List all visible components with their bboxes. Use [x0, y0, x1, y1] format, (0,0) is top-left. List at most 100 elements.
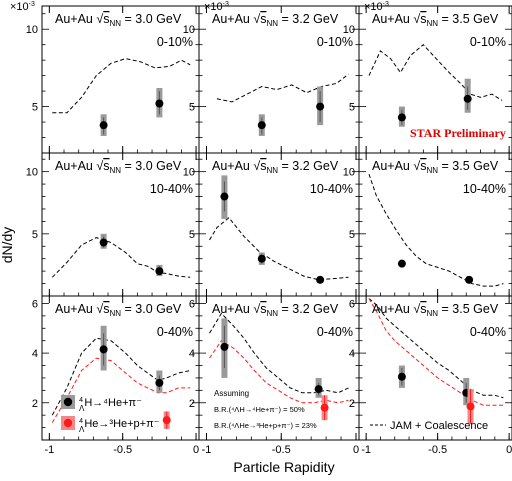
energy-value: = 3.2 GeV	[278, 159, 339, 173]
collision-system: Au+Au	[212, 302, 253, 316]
jam-curve-h4l	[216, 73, 349, 103]
he4l-data-point	[466, 402, 475, 411]
panel-frame	[358, 295, 512, 441]
jam-curve-he4l	[368, 298, 504, 406]
h4l-data-point	[316, 275, 325, 284]
y-tick-label: 10	[343, 167, 355, 179]
energy-value: = 3.5 GeV	[438, 12, 499, 26]
y-tick-label: 2	[32, 398, 38, 410]
energy-symbol: s	[420, 302, 426, 316]
y-tick-label: 4	[32, 348, 38, 360]
energy-subscript: NN	[426, 19, 438, 28]
y-tick-label: 10	[26, 24, 38, 36]
energy-value: = 3.0 GeV	[121, 159, 182, 173]
energy-symbol: s	[420, 159, 426, 173]
y-tick-labels: 5 5 5 10 10 10 5 5 5 10 10 10 2 2 2 4 4 4 6 6 6	[26, 24, 355, 410]
y-tick-label: 5	[189, 102, 195, 114]
panel-system-label: Au+Au √sNN = 3.0 GeV	[55, 12, 182, 28]
panel-system-label: Au+Au √sNN = 3.2 GeV	[212, 159, 339, 175]
h4l-data-point	[155, 267, 164, 276]
sqrt-symbol: √	[253, 12, 260, 26]
h4l-data-point	[99, 345, 108, 354]
y-tick-label: 10	[26, 167, 38, 179]
energy-subscript: NN	[109, 19, 121, 28]
panel-frame	[198, 152, 360, 297]
y-exponent-label-col3: ×10-3	[364, 1, 389, 13]
y-tick-label: 5	[32, 102, 38, 114]
energy-subscript: NN	[109, 309, 121, 318]
jam-curve-h4l	[209, 312, 349, 394]
he4l-data-point	[162, 416, 171, 425]
sqrt-symbol: √	[253, 302, 260, 316]
assuming-note: Assuming	[214, 389, 249, 398]
centrality-label: 0-40%	[317, 325, 353, 339]
h4l-data-point	[220, 342, 229, 351]
y-exponent-label-col2: ×10-3	[204, 1, 229, 13]
h4l-data-point	[314, 385, 323, 394]
sqrt-symbol: √	[413, 159, 420, 173]
panel-2-2: Au+Au √sNN = 3.5 GeV 0-40%	[368, 298, 506, 424]
h4l-data-point	[99, 238, 108, 247]
energy-value: = 3.0 GeV	[121, 302, 182, 316]
energy-subscript: NN	[109, 166, 121, 175]
energy-subscript: NN	[426, 309, 438, 318]
jam-curve-h4l	[368, 298, 504, 399]
x-tick-label: -1	[361, 444, 371, 456]
energy-subscript: NN	[266, 166, 278, 175]
collision-system: Au+Au	[212, 159, 253, 173]
y-tick-label: 10	[183, 167, 195, 179]
y-tick-label: 5	[349, 229, 355, 241]
panel-0-1: Au+Au √sNN = 3.2 GeV 0-10%	[212, 12, 353, 136]
x-tick-label: -0.5	[428, 444, 447, 456]
legend-jam: JAM + Coalescence	[370, 420, 488, 432]
x-tick-label: 0	[353, 444, 359, 456]
centrality-label: 10-40%	[150, 182, 193, 196]
legend-h4l: 4 ΛH→⁴He+π⁻	[61, 395, 142, 413]
centrality-label: 0-10%	[317, 35, 353, 49]
panel-1-1: Au+Au √sNN = 3.2 GeV 10-40%	[209, 159, 353, 284]
jam-curve-h4l	[52, 58, 191, 114]
legend-he4l-label: 4 ΛHe→³He+p+π⁻	[79, 418, 160, 434]
x-tick-label: -0.5	[113, 444, 132, 456]
h4l-data-point	[316, 102, 325, 111]
y-tick-label: 6	[32, 298, 38, 310]
h4l-data-point	[257, 254, 266, 263]
legend-he4l-marker	[63, 418, 73, 428]
y-tick-label: 6	[349, 298, 355, 310]
h4l-data-point	[155, 99, 164, 108]
h4l-data-point	[397, 259, 406, 268]
energy-subscript: NN	[426, 166, 438, 175]
energy-value: = 3.2 GeV	[278, 12, 339, 26]
panel-frame	[198, 5, 360, 154]
h4l-data-point	[257, 121, 266, 130]
y-tick-label: 4	[189, 348, 195, 360]
sqrt-symbol: √	[96, 12, 103, 26]
energy-symbol: s	[260, 12, 266, 26]
energy-subscript: NN	[266, 19, 278, 28]
h4l-data-point	[463, 94, 472, 103]
energy-value: = 3.5 GeV	[438, 159, 499, 173]
centrality-label: 0-40%	[157, 325, 193, 339]
collision-system: Au+Au	[55, 12, 96, 26]
h4l-data-point	[397, 372, 406, 381]
sqrt-symbol: √	[413, 12, 420, 26]
y-axis-title: dN/dy	[0, 227, 15, 264]
he4l-data-point	[320, 403, 329, 412]
branching-ratio-1: B.R.(⁴ΛH→⁴He+π⁻) = 50%	[214, 405, 305, 414]
centrality-label: 10-40%	[310, 182, 353, 196]
x-tick-label: 0	[506, 444, 512, 456]
x-tick-labels: -1 -0.5 0 -1 -0.5 0 -1 -0.5 0	[44, 444, 512, 456]
centrality-label: 0-10%	[470, 35, 506, 49]
panel-system-label: Au+Au √sNN = 3.5 GeV	[372, 159, 499, 175]
panel-0-0: Au+Au √sNN = 3.0 GeV 0-10%	[52, 12, 193, 136]
energy-value: = 3.2 GeV	[278, 302, 339, 316]
x-tick-label: 0	[193, 444, 199, 456]
y-tick-label: 2	[189, 398, 195, 410]
panel-1-0: Au+Au √sNN = 3.0 GeV 10-40%	[51, 159, 193, 278]
y-tick-label: 10	[183, 24, 195, 36]
panel-0-2: Au+Au √sNN = 3.5 GeV 0-10%	[368, 12, 506, 127]
legend-h4l-label: 4 ΛH→⁴He+π⁻	[79, 397, 142, 413]
